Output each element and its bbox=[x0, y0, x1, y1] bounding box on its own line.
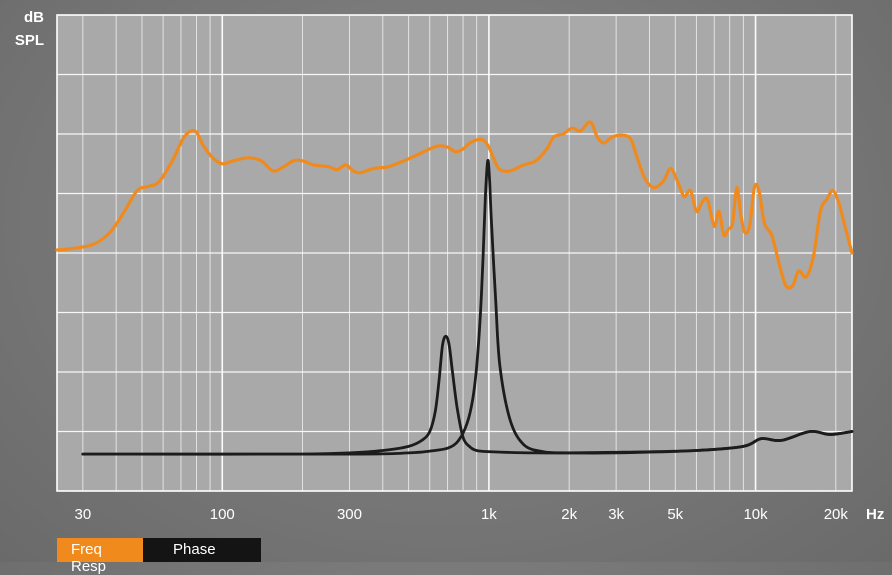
x-tick-label: 300 bbox=[337, 506, 362, 523]
legend: Freq Resp Phase bbox=[57, 538, 261, 575]
frequency-response-chart: 30 100 300 1k 2k 3k 5k 10k 20k dB SPL Hz bbox=[15, 9, 884, 523]
freq-response-line bbox=[55, 120, 854, 290]
phase-tab[interactable]: Phase bbox=[143, 538, 261, 562]
x-tick-label: 3k bbox=[608, 506, 624, 523]
x-tick-label: 10k bbox=[743, 506, 768, 523]
x-tick-label: 20k bbox=[824, 506, 849, 523]
series-group bbox=[55, 120, 854, 456]
x-tick-label: 100 bbox=[210, 506, 235, 523]
phase-curve-2 bbox=[81, 158, 854, 456]
freq-resp-tab[interactable]: Freq Resp bbox=[57, 538, 143, 575]
major-gridlines bbox=[56, 14, 853, 492]
y-unit-label-spl: SPL bbox=[15, 32, 44, 49]
x-tick-label: 2k bbox=[561, 506, 577, 523]
x-tick-labels: 30 100 300 1k 2k 3k 5k 10k 20k bbox=[74, 506, 848, 523]
x-tick-label: 5k bbox=[667, 506, 683, 523]
y-unit-label-db: dB bbox=[24, 9, 44, 26]
x-tick-label: 30 bbox=[74, 506, 91, 523]
x-unit-label: Hz bbox=[866, 506, 884, 523]
x-tick-label: 1k bbox=[481, 506, 497, 523]
